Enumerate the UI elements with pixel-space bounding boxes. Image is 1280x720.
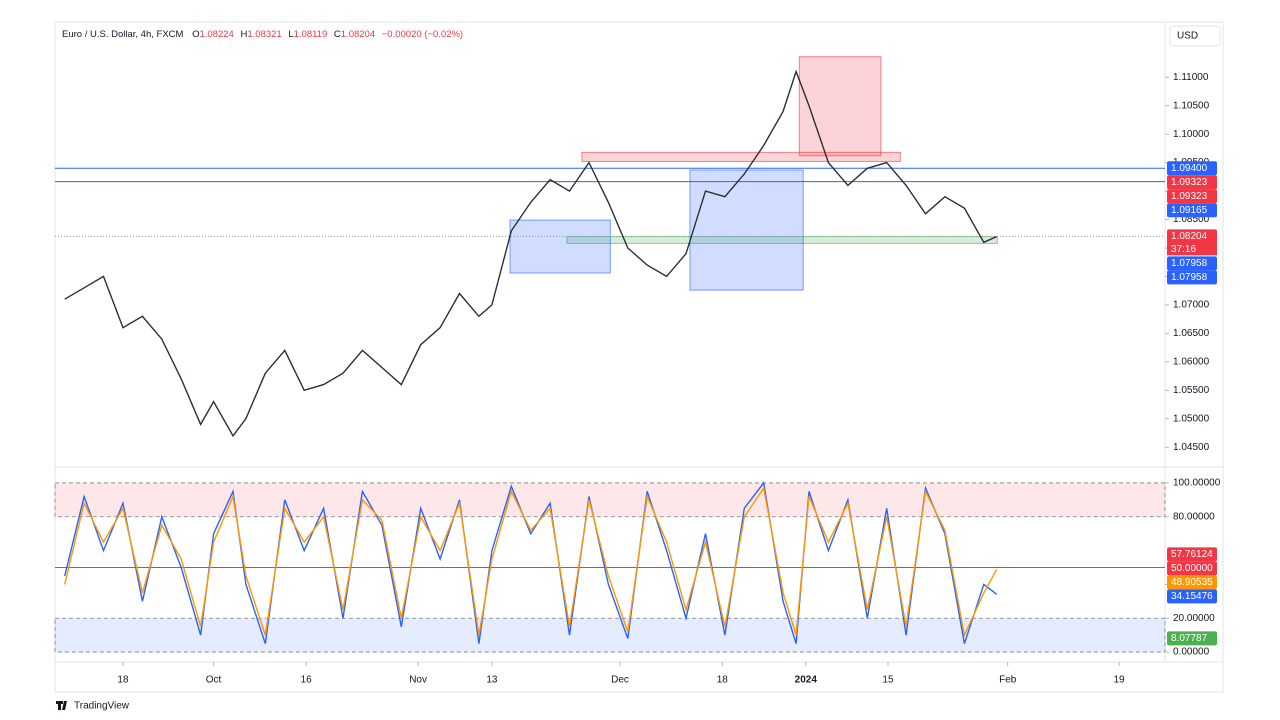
y-tick-label: 1.08500 xyxy=(1173,214,1210,225)
ohlc-value: 1.08204 xyxy=(341,29,375,40)
band xyxy=(54,617,1166,653)
price-label-box xyxy=(1167,631,1217,646)
price-label: 1.07958 xyxy=(1171,258,1208,269)
y-tick-label: 1.10000 xyxy=(1173,129,1210,140)
x-tick-label: 19 xyxy=(1113,675,1125,686)
y-tick-label: 1.05500 xyxy=(1173,385,1210,396)
price-label-box xyxy=(1167,175,1217,190)
y-tick-label: 1.06000 xyxy=(1173,356,1210,367)
x-tick-label: 13 xyxy=(486,675,498,686)
price-label-box xyxy=(1167,270,1217,285)
ohlc-label: O xyxy=(192,29,199,40)
header: Euro / U.S. Dollar, 4h, FXCM O1.08224 H1… xyxy=(62,29,463,40)
zone xyxy=(798,56,882,157)
price-label: 8.07787 xyxy=(1171,633,1208,644)
y-tick-label: 1.10500 xyxy=(1173,100,1210,111)
price-label-box xyxy=(1167,189,1217,204)
y-tick-label: 1.07000 xyxy=(1173,300,1210,311)
price-label-box xyxy=(1167,561,1217,576)
zone xyxy=(509,219,611,274)
countdown: 37:16 xyxy=(1171,244,1196,255)
x-tick-label: Nov xyxy=(409,675,427,686)
title: Euro / U.S. Dollar, 4h, FXCM xyxy=(62,29,184,40)
footer: TradingView xyxy=(74,701,130,712)
x-tick-label: 2024 xyxy=(795,675,818,686)
price-label: 1.08204 xyxy=(1171,231,1208,242)
price-label: 1.09400 xyxy=(1171,163,1208,174)
y-tick-label: 100.00000 xyxy=(1173,478,1221,489)
y-tick-label: 1.05000 xyxy=(1173,413,1210,424)
x-tick-label: 15 xyxy=(882,675,894,686)
price-label: 1.09165 xyxy=(1171,205,1208,216)
price-label-box xyxy=(1167,161,1217,176)
series-line xyxy=(64,486,998,638)
price-label: 1.09323 xyxy=(1171,191,1208,202)
frame xyxy=(54,21,1224,693)
price-label: 34.15476 xyxy=(1171,591,1213,602)
currency-button[interactable] xyxy=(1169,25,1221,47)
zone xyxy=(689,169,804,291)
ohlc-value: 1.08224 xyxy=(199,29,233,40)
x-tick-label: 18 xyxy=(117,675,129,686)
tv-logo xyxy=(56,701,67,710)
y-tick-label: 80.00000 xyxy=(1173,511,1215,522)
price-label-box xyxy=(1167,203,1217,218)
price-label-box xyxy=(1167,575,1217,590)
ohlc-value: 1.08119 xyxy=(294,29,328,40)
price-label-box xyxy=(1167,229,1217,244)
price-label: 48.90535 xyxy=(1171,577,1213,588)
y-tick-label: 20.00000 xyxy=(1173,613,1215,624)
series-line xyxy=(64,69,997,438)
zone xyxy=(581,151,901,162)
y-tick-label: 1.06500 xyxy=(1173,328,1210,339)
y-tick-label: 1.11000 xyxy=(1173,72,1209,83)
x-tick-label: Feb xyxy=(999,675,1017,686)
price-label-box xyxy=(1167,256,1217,271)
countdown-box xyxy=(1167,242,1217,256)
zone xyxy=(566,236,998,244)
price-label: 57.76124 xyxy=(1171,549,1213,560)
price-label: 50.00000 xyxy=(1171,563,1213,574)
price-label: 1.07958 xyxy=(1171,272,1208,283)
ohlc-label: H xyxy=(240,29,247,40)
band xyxy=(54,482,1166,518)
x-tick-label: Dec xyxy=(611,675,629,686)
ohlc-label: L xyxy=(288,29,293,40)
x-tick-label: 18 xyxy=(717,675,729,686)
x-tick-label: 16 xyxy=(301,675,313,686)
price-label: 1.09323 xyxy=(1171,177,1208,188)
ohlc-value: 1.08321 xyxy=(247,29,281,40)
price-label-box xyxy=(1167,547,1217,562)
price-label-box xyxy=(1167,589,1217,604)
y-tick-label: 1.04500 xyxy=(1173,442,1210,453)
change: −0.00020 (−0.02%) xyxy=(382,29,463,40)
ohlc-label: C xyxy=(334,29,341,40)
y-tick-label: 0.00000 xyxy=(1173,647,1210,658)
currency[interactable]: USD xyxy=(1177,31,1198,42)
x-tick-label: Oct xyxy=(206,675,222,686)
